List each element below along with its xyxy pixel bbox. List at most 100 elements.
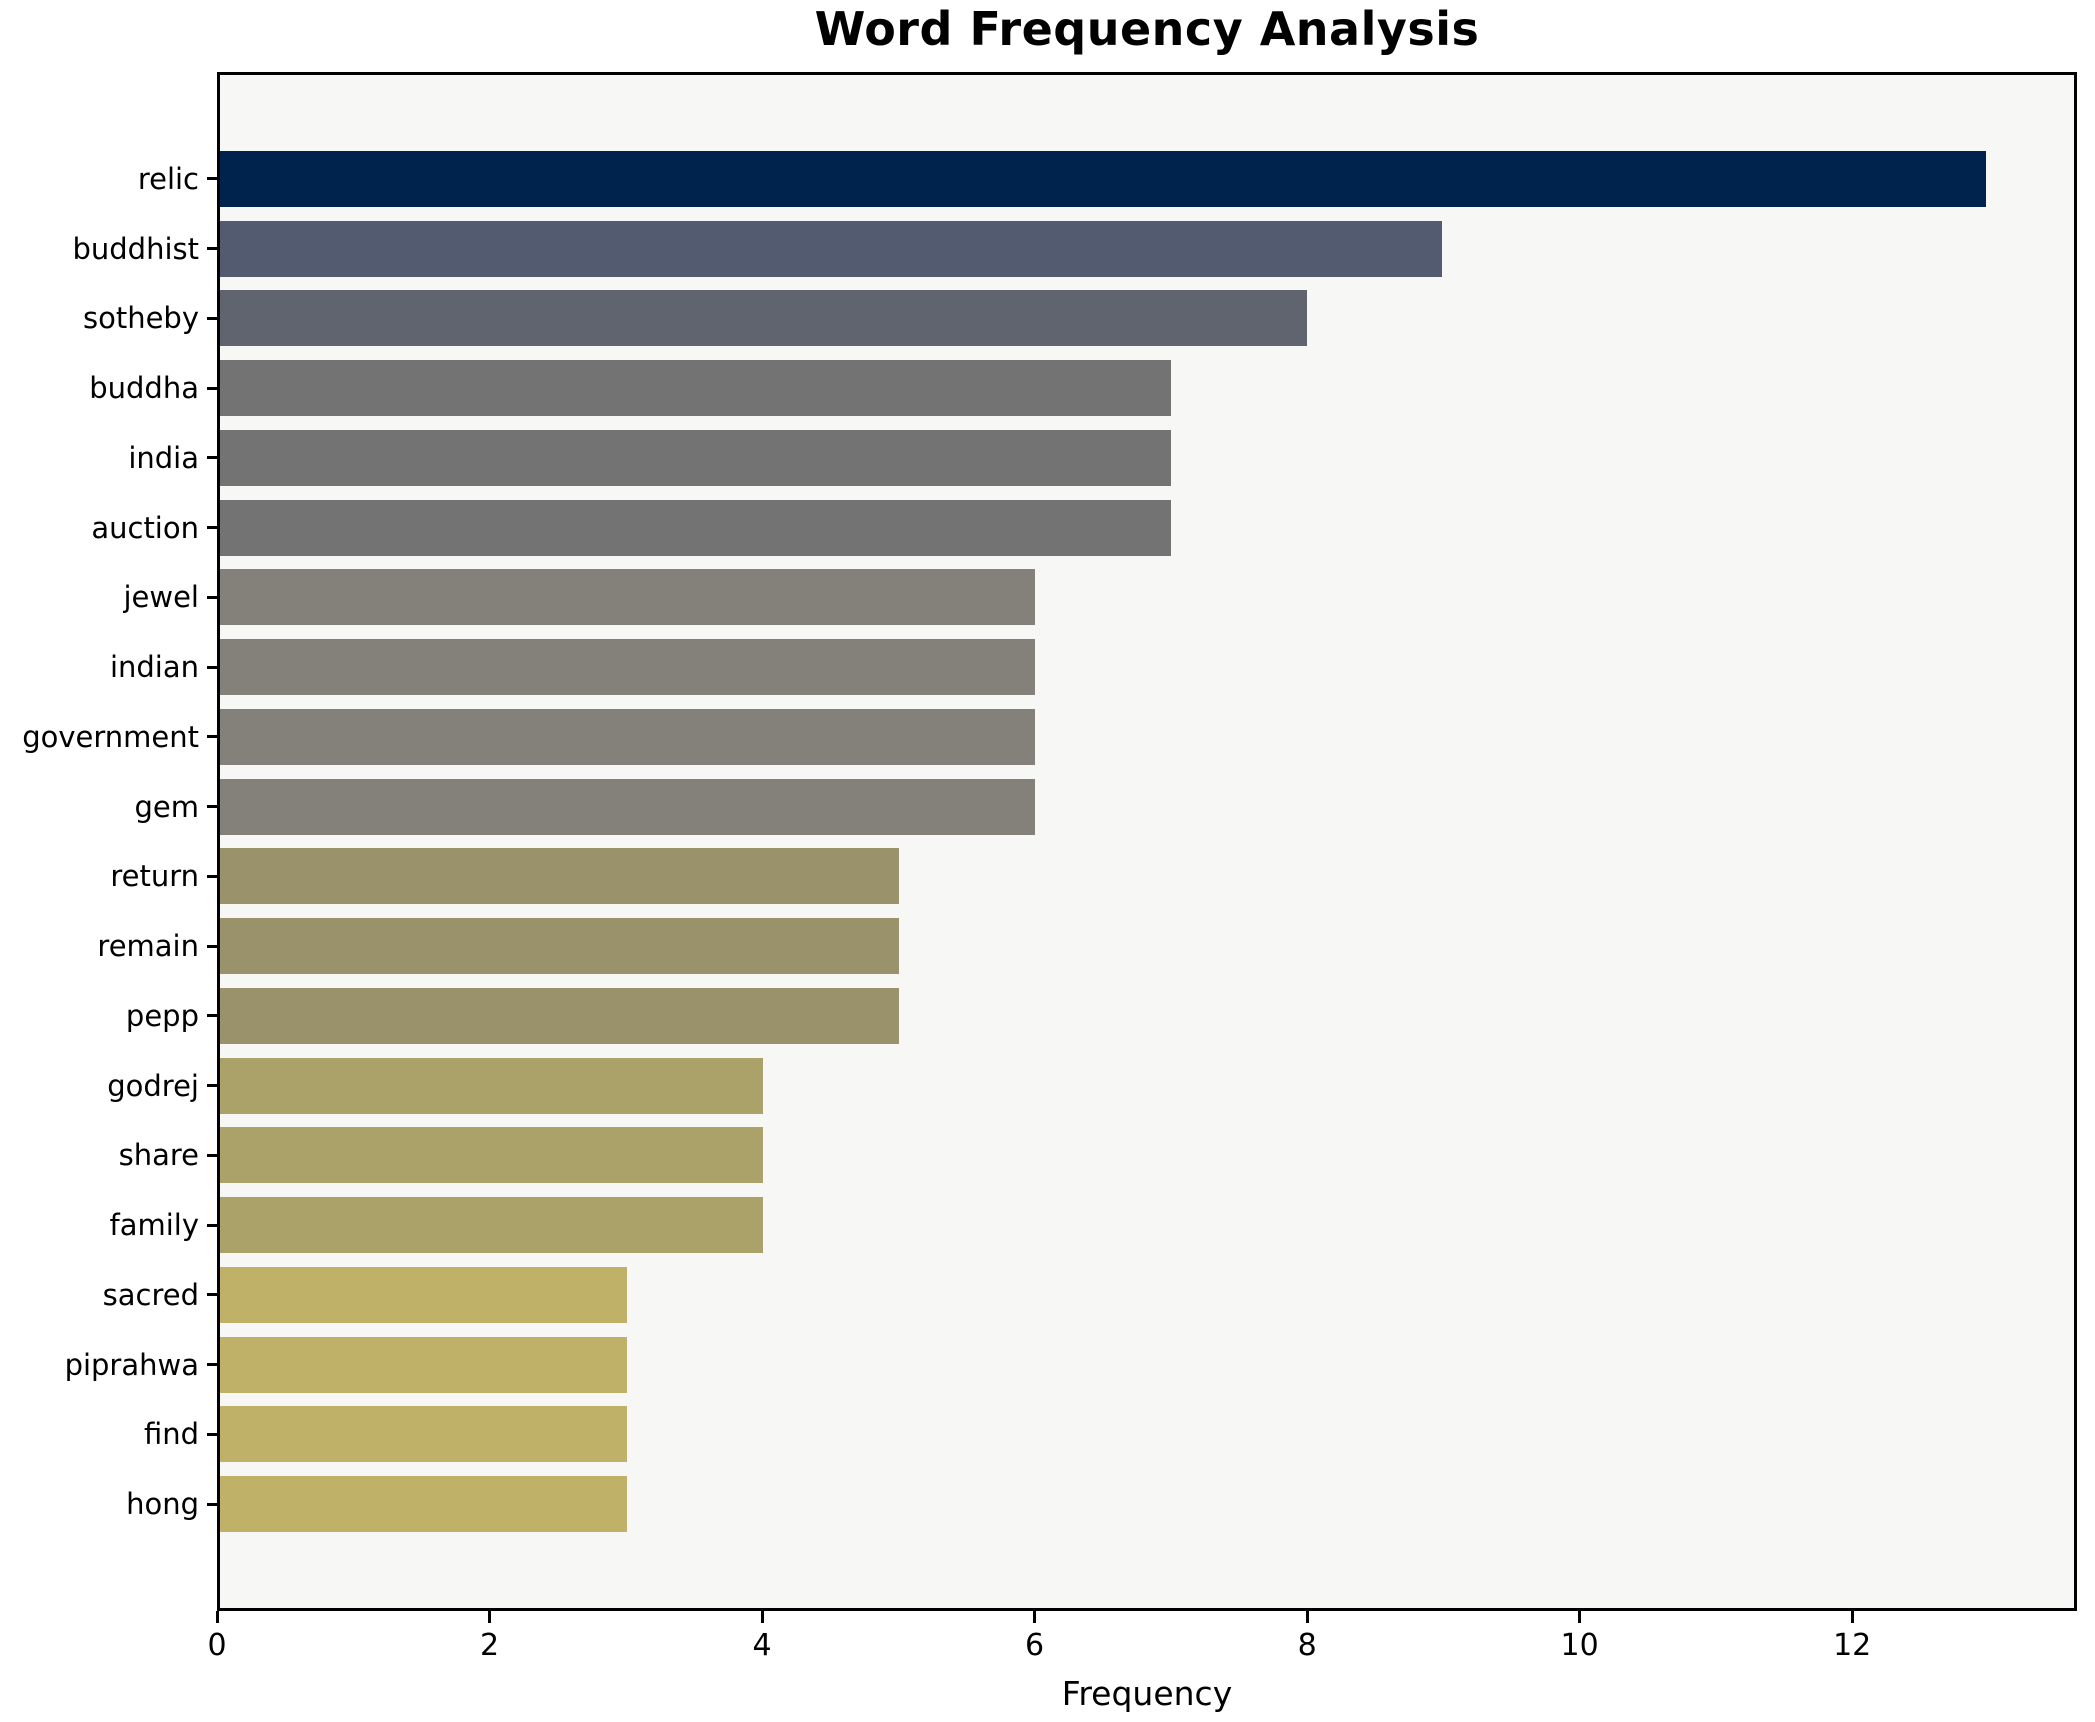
x-tick-label-0: 0 [207, 1628, 227, 1663]
bar-row-jewel [220, 563, 2074, 633]
bar-row-gem [220, 772, 2074, 842]
y-label-row-india: india [0, 423, 217, 493]
y-label-row-relic: relic [0, 144, 217, 214]
y-label-row-hong: hong [0, 1469, 217, 1539]
y-label-sacred: sacred [102, 1277, 199, 1312]
y-tick-mark [207, 247, 217, 251]
y-tick-mark [207, 1502, 217, 1506]
y-label-sotheby: sotheby [82, 301, 199, 336]
bar-family [220, 1197, 764, 1254]
y-label-find: find [143, 1417, 199, 1452]
bar-row-find [220, 1400, 2074, 1470]
y-label-row-indian: indian [0, 632, 217, 702]
bar-buddhist [220, 220, 1443, 277]
y-tick-mark [207, 1223, 217, 1227]
x-tick-mark-4 [760, 1611, 764, 1623]
y-label-auction: auction [91, 510, 199, 545]
y-label-row-share: share [0, 1121, 217, 1191]
y-tick-mark [207, 735, 217, 739]
y-label-row-piprahwa: piprahwa [0, 1330, 217, 1400]
bar-auction [220, 499, 1171, 556]
bar-hong [220, 1476, 628, 1533]
y-tick-mark [207, 1293, 217, 1297]
bar-row-return [220, 842, 2074, 912]
y-tick-mark [207, 1363, 217, 1367]
bar-remain [220, 918, 900, 975]
x-axis: 0 2 4 6 8 10 12 [207, 1611, 2077, 1671]
y-label-pepp: pepp [125, 998, 199, 1033]
x-tick-mark-12 [1850, 1611, 1854, 1623]
bar-row-india [220, 423, 2074, 493]
bar-find [220, 1406, 628, 1463]
x-tick-label-10: 10 [1560, 1628, 1599, 1663]
y-label-gem: gem [134, 789, 200, 824]
y-tick-mark [207, 595, 217, 599]
y-label-return: return [110, 859, 199, 894]
bar-piprahwa [220, 1336, 628, 1393]
bar-row-remain [220, 911, 2074, 981]
y-label-row-godrej: godrej [0, 1051, 217, 1121]
y-label-row-jewel: jewel [0, 563, 217, 633]
x-tick-mark-2 [488, 1611, 492, 1623]
chart-title: Word Frequency Analysis [814, 2, 1480, 56]
y-label-row-sotheby: sotheby [0, 284, 217, 354]
bar-jewel [220, 569, 1035, 626]
bar-buddha [220, 360, 1171, 417]
y-label-relic: relic [137, 161, 199, 196]
y-label-share: share [118, 1138, 199, 1173]
y-label-godrej: godrej [107, 1068, 199, 1103]
y-label-family: family [109, 1208, 199, 1243]
y-label-hong: hong [126, 1487, 199, 1522]
bar-godrej [220, 1057, 764, 1114]
y-label-piprahwa: piprahwa [64, 1347, 199, 1382]
y-tick-mark [207, 386, 217, 390]
x-tick-label-4: 4 [752, 1628, 772, 1663]
bar-row-hong [220, 1469, 2074, 1539]
x-tick-label-12: 12 [1833, 1628, 1872, 1663]
y-label-row-auction: auction [0, 493, 217, 563]
x-tick-mark-0 [215, 1611, 219, 1623]
x-tick-label-2: 2 [479, 1628, 500, 1663]
bar-row-pepp [220, 981, 2074, 1051]
y-tick-mark [207, 874, 217, 878]
bar-row-sacred [220, 1260, 2074, 1330]
y-label-india: india [128, 440, 199, 475]
y-axis-labels: relic buddhist sotheby buddha india auction je… [0, 72, 217, 1611]
y-label-jewel: jewel [123, 580, 199, 615]
y-label-row-family: family [0, 1190, 217, 1260]
bar-sotheby [220, 290, 1307, 347]
bar-row-family [220, 1190, 2074, 1260]
x-tick-mark-10 [1578, 1611, 1582, 1623]
y-tick-mark [207, 665, 217, 669]
y-label-row-sacred: sacred [0, 1260, 217, 1330]
bar-india [220, 429, 1171, 486]
bar-relic [220, 150, 1986, 207]
y-tick-mark [207, 1153, 217, 1157]
y-label-row-buddhist: buddhist [0, 214, 217, 284]
bar-return [220, 848, 900, 905]
y-tick-mark [207, 805, 217, 809]
bar-row-government [220, 702, 2074, 772]
y-label-row-return: return [0, 842, 217, 912]
y-tick-mark [207, 1014, 217, 1018]
bar-row-sotheby [220, 284, 2074, 354]
y-label-buddhist: buddhist [72, 231, 199, 266]
y-tick-mark [207, 456, 217, 460]
x-tick-mark-8 [1305, 1611, 1309, 1623]
bar-row-relic [220, 144, 2074, 214]
bar-row-godrej [220, 1051, 2074, 1121]
x-tick-label-6: 6 [1025, 1628, 1045, 1663]
y-label-row-buddha: buddha [0, 353, 217, 423]
y-label-government: government [22, 719, 199, 754]
plot-area [217, 72, 2077, 1611]
y-tick-mark [207, 526, 217, 530]
x-tick-mark-6 [1033, 1611, 1037, 1623]
y-label-row-government: government [0, 702, 217, 772]
y-label-row-find: find [0, 1400, 217, 1470]
bar-row-share [220, 1121, 2074, 1191]
bar-row-piprahwa [220, 1330, 2074, 1400]
bar-government [220, 708, 1035, 765]
y-tick-mark [207, 944, 217, 948]
y-tick-mark [207, 177, 217, 181]
